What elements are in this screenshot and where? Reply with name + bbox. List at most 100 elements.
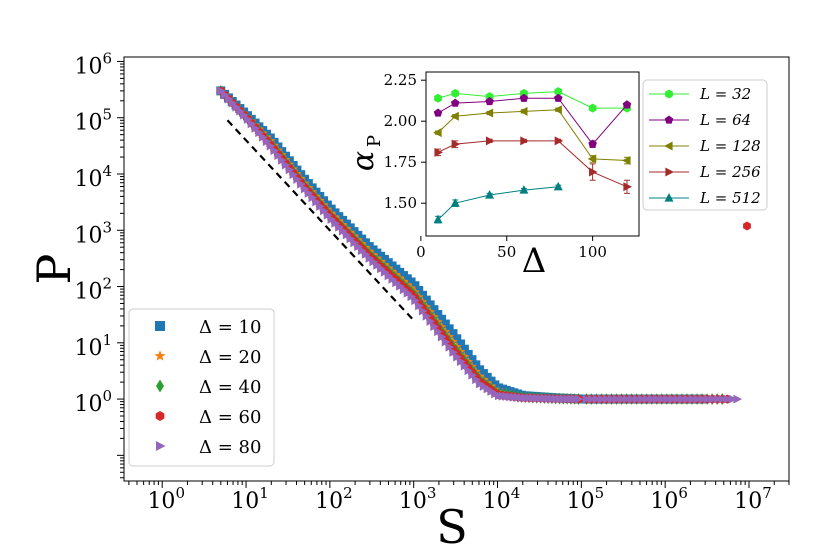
inset-data-point <box>622 156 631 166</box>
legend-label: Δ = 10 <box>199 317 261 338</box>
inset-x-tick-label: 50 <box>497 243 516 261</box>
inset-series-5 <box>433 181 563 224</box>
inset-x-tick-label: 100 <box>578 243 607 261</box>
data-point <box>688 394 697 404</box>
inset-data-lines <box>433 87 632 224</box>
series-5 <box>217 86 742 404</box>
data-point <box>463 349 473 359</box>
inset-data-point <box>485 136 495 146</box>
data-point <box>444 324 454 334</box>
data-point <box>460 361 470 371</box>
inset-x-tick-label: 0 <box>416 243 426 261</box>
data-point <box>243 114 253 124</box>
data-point <box>300 184 310 194</box>
inset-y-tick-label: 1.75 <box>384 153 417 171</box>
data-point <box>445 342 455 352</box>
main-y-axis-label: P <box>27 254 81 285</box>
data-point <box>718 394 728 404</box>
data-point <box>448 329 458 339</box>
inset-data-point <box>588 139 597 148</box>
data-point <box>653 394 662 404</box>
data-point <box>308 193 318 203</box>
data-point <box>663 394 672 404</box>
data-point <box>658 394 667 404</box>
data-point <box>421 295 431 305</box>
data-point <box>410 281 420 291</box>
inset-data-point <box>451 88 460 98</box>
legend-marker <box>155 411 165 421</box>
inset-plot-frame <box>425 71 640 237</box>
legend-label: Δ = 60 <box>199 407 261 428</box>
inset-data-point <box>434 147 443 157</box>
data-point <box>426 316 436 326</box>
data-point <box>247 119 257 129</box>
data-point <box>638 394 647 404</box>
data-point <box>678 394 687 404</box>
inset-data-point <box>589 167 598 177</box>
data-point <box>430 321 439 331</box>
inset-data-point <box>623 182 632 192</box>
inset-data-point <box>518 106 528 116</box>
data-point <box>429 305 439 315</box>
data-point <box>449 347 458 357</box>
data-point <box>633 394 642 404</box>
y-tick-label: 101 <box>74 331 112 361</box>
legend-marker <box>665 89 673 99</box>
data-point <box>452 334 462 344</box>
data-point <box>468 370 477 380</box>
data-point <box>289 170 299 180</box>
data-point <box>733 394 742 404</box>
inset-data-point <box>484 108 494 118</box>
main-legend-item: Δ = 10 <box>155 317 261 338</box>
data-point <box>612 394 622 404</box>
main-legend-box <box>128 308 275 467</box>
inset-data-point <box>433 214 443 224</box>
data-point <box>415 301 424 311</box>
legend-label: L = 512 <box>699 189 761 207</box>
legend-label: L = 128 <box>699 137 761 155</box>
inset-legend-item: L = 64 <box>649 111 751 129</box>
reference-dashed-line <box>226 119 415 322</box>
data-point <box>592 394 602 404</box>
inset-data-point <box>450 198 460 207</box>
inset-axis-ticks: 0 50 100 1.50 1.75 2.00 2.25 <box>384 71 607 261</box>
data-point <box>266 141 276 151</box>
inset-data-point <box>554 136 564 146</box>
data-point <box>418 306 428 316</box>
x-tick-label: 104 <box>483 484 521 514</box>
data-point <box>643 394 652 404</box>
stray-marker <box>743 221 751 231</box>
data-point <box>456 357 466 367</box>
data-point <box>587 394 597 404</box>
inset-y-axis-label-symbol: α <box>346 151 381 171</box>
data-point <box>441 337 451 347</box>
data-point <box>440 319 450 329</box>
data-point <box>728 394 738 404</box>
reference-line <box>226 119 415 322</box>
data-point <box>255 128 264 138</box>
inset-data-point <box>450 111 459 121</box>
inset-data-point <box>553 93 563 102</box>
data-point <box>464 366 474 376</box>
y-tick-label: 104 <box>74 162 112 192</box>
inset-y-tick-label: 2.25 <box>384 71 417 89</box>
data-point <box>434 327 443 337</box>
inset-plot: 0 50 100 1.50 1.75 2.00 2.25 Δ α P <box>346 71 640 281</box>
data-point <box>713 394 723 404</box>
legend-marker <box>665 167 674 177</box>
inset-data-point <box>485 97 494 106</box>
data-point <box>693 394 702 404</box>
data-point <box>602 394 612 404</box>
data-point <box>708 394 718 404</box>
legend-label: Δ = 40 <box>199 377 261 398</box>
y-tick-label: 106 <box>74 49 112 79</box>
inset-data-point <box>553 105 562 115</box>
main-legend-item: Δ = 40 <box>156 377 261 398</box>
data-point <box>617 394 627 404</box>
data-point <box>467 355 477 365</box>
inset-legend-item: L = 512 <box>649 189 761 207</box>
x-tick-label: 100 <box>147 484 185 514</box>
legend-marker <box>664 193 674 202</box>
data-point <box>319 206 329 216</box>
inset-legend-item: L = 32 <box>649 85 751 103</box>
